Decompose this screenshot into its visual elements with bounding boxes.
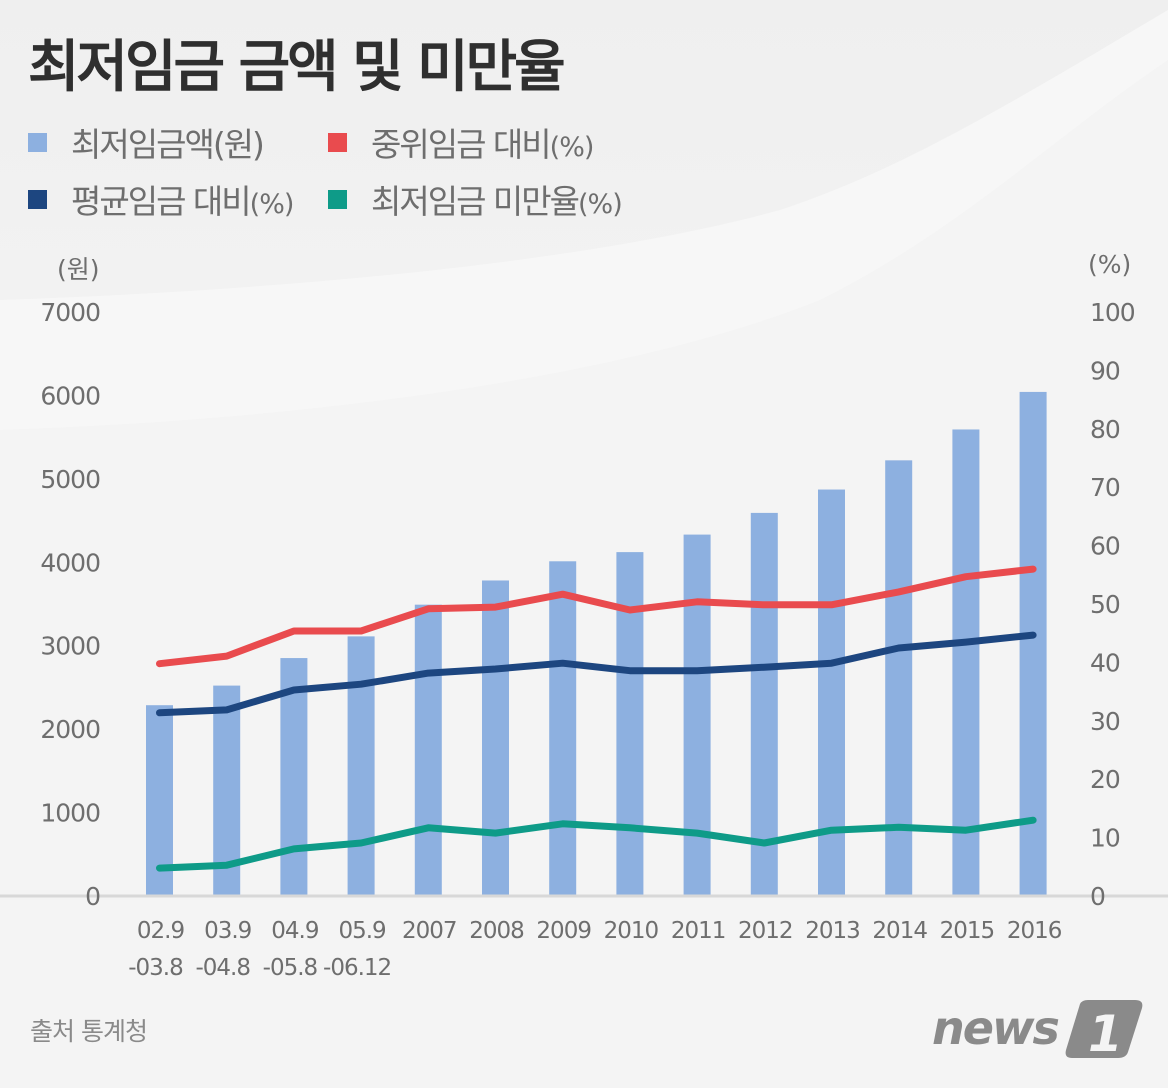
- right-tick-label: 90: [1090, 356, 1120, 385]
- bar-wage: [280, 658, 308, 895]
- line-mean-ratio: [156, 631, 1037, 717]
- left-axis-ticks: 0 1000 2000 3000 4000 5000 6000 7000: [40, 298, 101, 911]
- left-tick-label: 3000: [40, 632, 100, 661]
- right-axis-unit: (%): [1088, 250, 1132, 279]
- bar-wage: [885, 460, 913, 895]
- x-tick-label: 02.9: [137, 918, 185, 944]
- bar-wage: [347, 636, 375, 895]
- x-tick-label: 2008: [469, 918, 524, 944]
- x-tick-label: -03.8: [128, 955, 183, 981]
- left-axis-unit: (원): [57, 255, 100, 284]
- right-tick-label: 0: [1090, 882, 1105, 911]
- legend-below-swatch-icon: [328, 189, 347, 209]
- legend-wage-swatch-icon: [28, 132, 47, 152]
- line-below-rate: [156, 816, 1037, 872]
- right-tick-label: 100: [1090, 298, 1135, 327]
- legend-median-swatch-icon: [328, 132, 347, 152]
- legend-label-unit: (%): [549, 132, 595, 163]
- source-credit: 출처 통계청: [30, 1017, 148, 1046]
- x-tick-label: -06.12: [323, 955, 391, 981]
- left-tick-label: 6000: [40, 381, 100, 410]
- x-tick-label: 2016: [1007, 918, 1062, 944]
- legend-label-text: 최저임금액: [71, 125, 215, 164]
- bar-wage: [750, 512, 778, 895]
- left-tick-label: 4000: [40, 548, 100, 577]
- logo-mark-text: 1: [1088, 1005, 1123, 1062]
- left-tick-label: 1000: [40, 799, 100, 828]
- x-axis-ticks: 02.9 -03.8 03.9 -04.8 04.9 -05.8 05.9 -06.12 200…: [128, 918, 1062, 981]
- x-tick-label: 2009: [536, 918, 591, 944]
- x-tick-label: 03.9: [204, 918, 252, 944]
- x-tick-label: -05.8: [263, 955, 318, 981]
- right-tick-label: 10: [1090, 824, 1120, 853]
- news1-logo: news 1: [932, 1000, 1143, 1062]
- x-tick-label: -04.8: [195, 955, 250, 981]
- legend-label: 최저임금액(원): [71, 118, 265, 166]
- chart-title: 최저임금 금액 및 미만율: [28, 35, 566, 100]
- x-tick-label: 2010: [604, 918, 659, 944]
- bar-wage: [616, 552, 644, 895]
- bar-wage: [1019, 391, 1047, 895]
- left-tick-label: 5000: [40, 465, 100, 494]
- legend-label: 최저임금 미만율(%): [371, 175, 623, 223]
- right-tick-label: 40: [1090, 648, 1120, 677]
- x-tick-label: 2007: [402, 918, 457, 944]
- right-tick-label: 70: [1090, 473, 1120, 502]
- legend-item-below: 최저임금 미만율(%): [328, 175, 623, 223]
- bar-wage: [549, 561, 577, 895]
- legend-label: 중위임금 대비(%): [371, 118, 595, 166]
- x-tick-label: 05.9: [338, 918, 386, 944]
- right-tick-label: 20: [1090, 765, 1120, 794]
- x-tick-label: 2015: [940, 918, 995, 944]
- legend-label-unit: (%): [249, 189, 295, 220]
- left-tick-label: 2000: [40, 715, 100, 744]
- legend-label: 평균임금 대비(%): [71, 175, 295, 223]
- right-tick-label: 60: [1090, 532, 1120, 561]
- line-series-group: [156, 565, 1037, 872]
- x-tick-label: 2012: [738, 918, 793, 944]
- legend-item-wage: 최저임금액(원): [28, 118, 265, 166]
- x-tick-label: 2011: [671, 918, 726, 944]
- legend-label-unit: (%): [578, 189, 623, 220]
- right-tick-label: 80: [1090, 415, 1120, 444]
- left-tick-label: 7000: [40, 298, 100, 327]
- logo-text: news: [932, 1001, 1058, 1055]
- right-tick-label: 50: [1090, 590, 1120, 619]
- x-tick-label: 2014: [872, 918, 927, 944]
- line-median-ratio: [156, 565, 1037, 668]
- right-axis-ticks: 0 10 20 30 40 50 60 70 80 90 100: [1090, 298, 1136, 911]
- bar-wage: [952, 429, 980, 895]
- bar-wage: [683, 534, 711, 895]
- legend-item-median: 중위임금 대비(%): [328, 118, 595, 166]
- right-tick-label: 30: [1090, 707, 1120, 736]
- bar-wage: [482, 580, 509, 895]
- left-tick-label: 0: [85, 882, 100, 911]
- legend-item-mean: 평균임금 대비(%): [28, 175, 295, 223]
- legend-label-unit: (원): [212, 125, 265, 164]
- logo-mark-box-icon: [1065, 1000, 1143, 1058]
- legend-label-text: 평균임금 대비: [71, 182, 252, 221]
- legend-label-text: 중위임금 대비: [371, 125, 552, 164]
- bar-wage: [146, 705, 173, 895]
- bar-wage: [414, 604, 442, 895]
- legend-label-text: 최저임금 미만율: [371, 182, 580, 221]
- x-tick-label: 04.9: [271, 918, 319, 944]
- legend-mean-swatch-icon: [28, 189, 47, 209]
- x-tick-label: 2013: [805, 918, 860, 944]
